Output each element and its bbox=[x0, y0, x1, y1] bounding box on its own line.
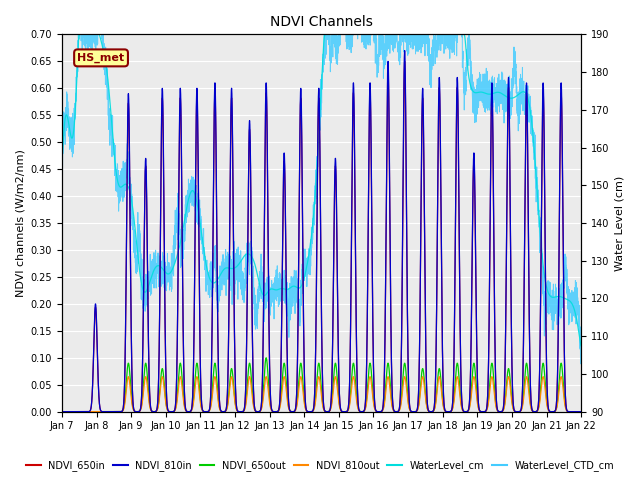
Legend: NDVI_650in, NDVI_810in, NDVI_650out, NDVI_810out, WaterLevel_cm, WaterLevel_CTD_: NDVI_650in, NDVI_810in, NDVI_650out, NDV… bbox=[22, 456, 618, 475]
Y-axis label: Water Level (cm): Water Level (cm) bbox=[615, 175, 625, 271]
Text: HS_met: HS_met bbox=[77, 53, 125, 63]
Title: NDVI Channels: NDVI Channels bbox=[270, 15, 373, 29]
Y-axis label: NDVI channels (W/m2/nm): NDVI channels (W/m2/nm) bbox=[15, 149, 25, 297]
